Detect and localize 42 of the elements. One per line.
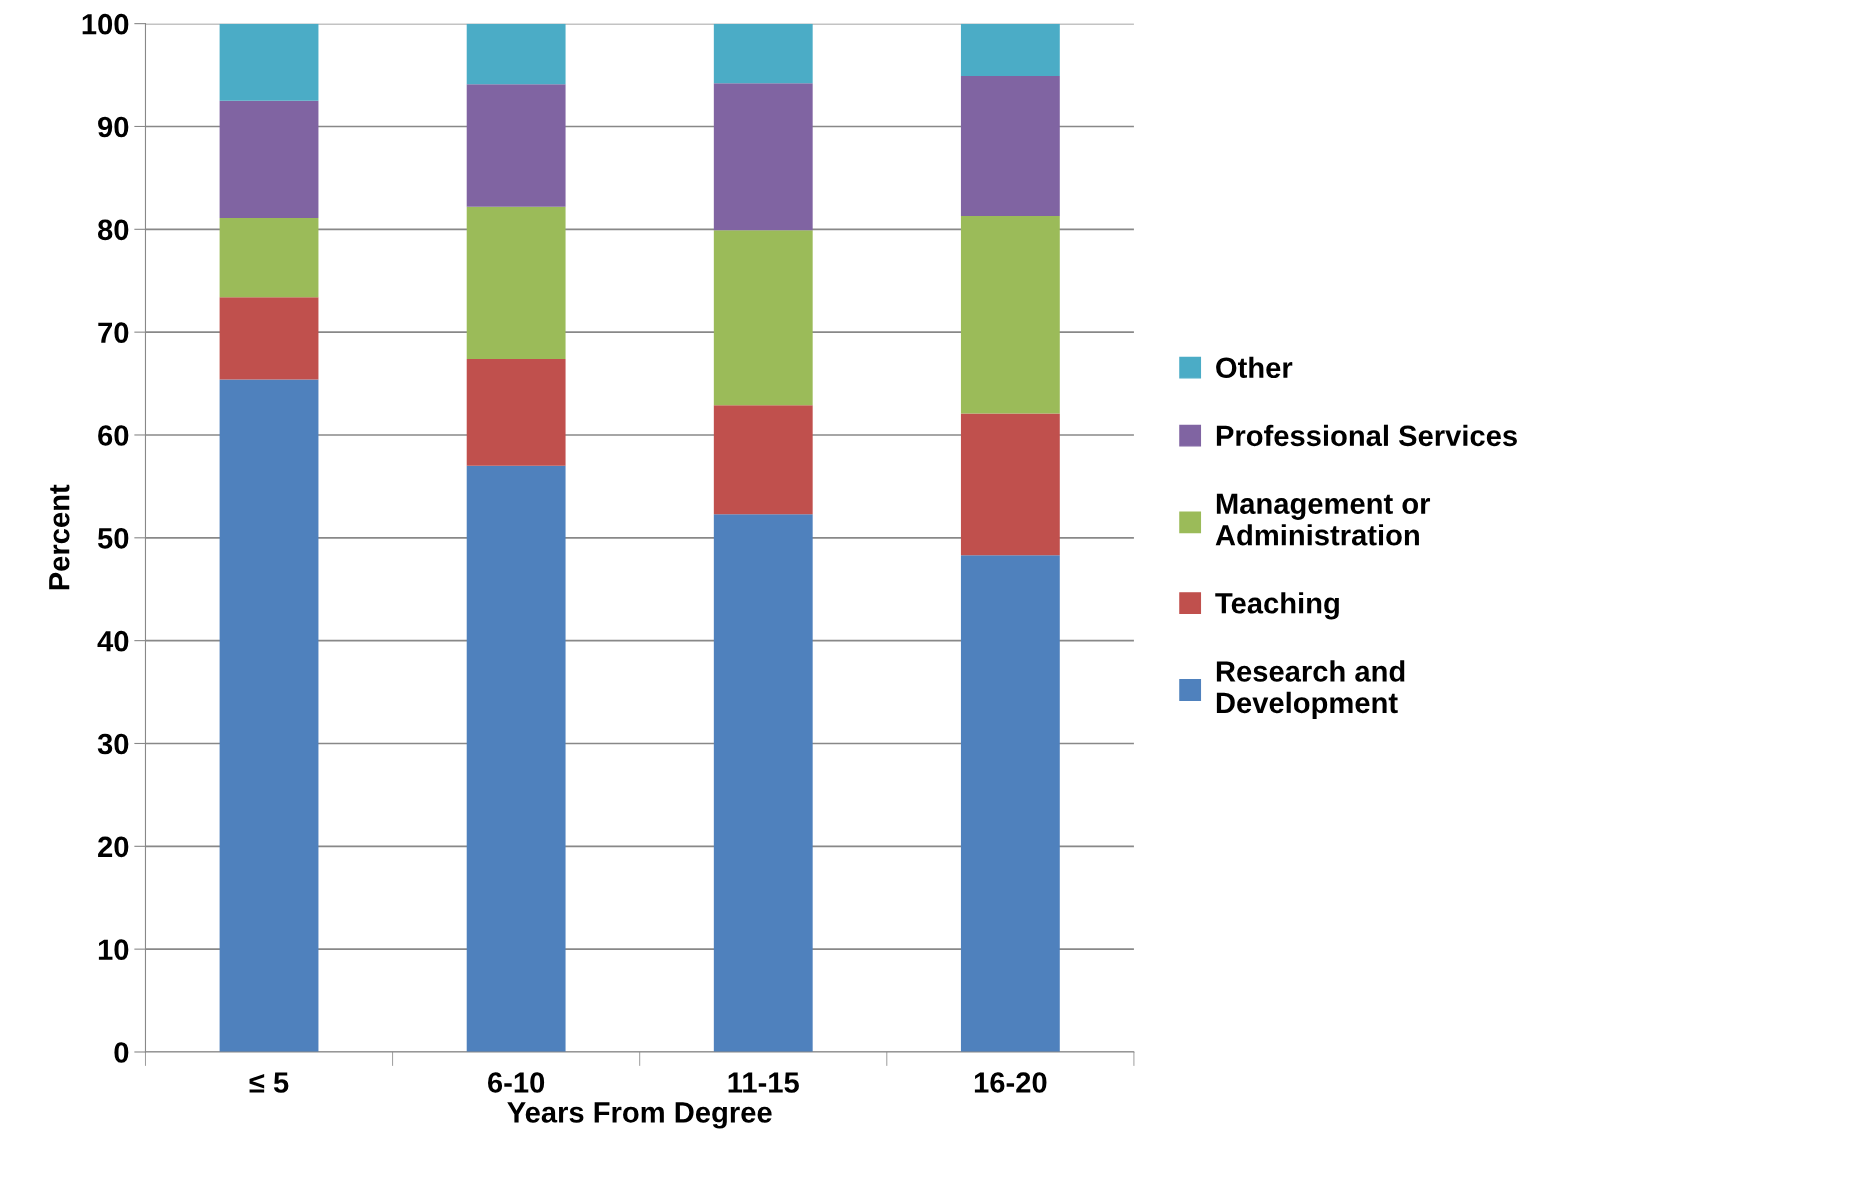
bar — [219, 379, 319, 1052]
bar — [466, 206, 566, 359]
legend-label: Teaching — [1215, 592, 1339, 620]
y-tick-label: 80 — [97, 219, 129, 241]
x-tick-label: ≤ 5 — [249, 1072, 289, 1093]
bar — [713, 405, 813, 515]
bar — [960, 215, 1060, 414]
legend-label: Research and Development — [1216, 660, 1405, 719]
y-tick-label: 30 — [97, 733, 129, 755]
bar — [960, 413, 1060, 556]
y-tick-label: 60 — [98, 425, 129, 446]
x-tick-label: 6-10 — [488, 1072, 545, 1093]
bar — [466, 358, 566, 466]
bar — [219, 100, 319, 218]
y-tick-label: 50 — [97, 528, 129, 549]
y-tick-label: 100 — [82, 13, 129, 35]
bar — [960, 76, 1060, 216]
bar — [960, 23, 1060, 77]
bar — [219, 218, 319, 298]
bar — [219, 297, 319, 380]
y-axis-title: Percent — [49, 484, 70, 590]
y-tick-label: 40 — [97, 630, 129, 652]
bar — [713, 23, 813, 84]
x-tick-label: 11-15 — [728, 1072, 799, 1093]
legend-label: Other — [1216, 356, 1293, 379]
x-tick-label: 16-20 — [974, 1072, 1047, 1093]
bar — [713, 514, 813, 1052]
bar — [960, 555, 1060, 1052]
y-tick-label: 70 — [98, 322, 129, 343]
bar — [466, 84, 566, 207]
legend-label: Professional Services — [1216, 424, 1517, 447]
legend-label: Management or Administration — [1215, 493, 1431, 546]
bar — [713, 83, 813, 231]
y-tick-label: 90 — [98, 116, 129, 138]
bar — [466, 465, 566, 1052]
bar — [713, 230, 813, 406]
y-tick-label: 10 — [98, 939, 129, 960]
y-tick-label: 0 — [114, 1042, 129, 1063]
bar — [466, 23, 566, 85]
x-axis-title: Years From Degree — [507, 1102, 772, 1129]
bar — [219, 23, 319, 101]
y-tick-label: 20 — [98, 836, 129, 858]
